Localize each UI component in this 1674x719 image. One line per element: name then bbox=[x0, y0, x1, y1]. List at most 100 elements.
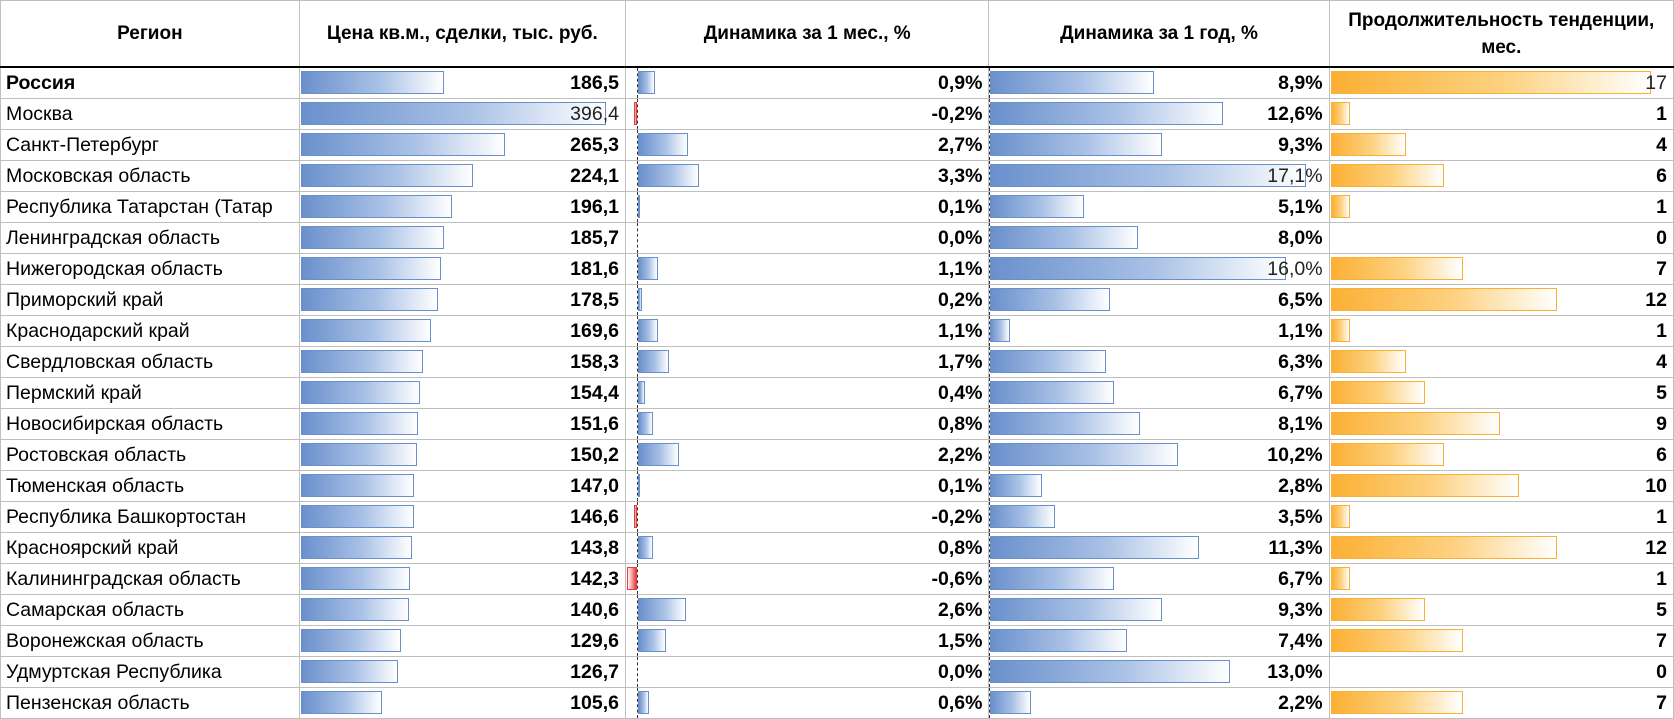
year-change-value: 17,1% bbox=[1267, 165, 1323, 187]
year-axis-line bbox=[989, 161, 991, 191]
header-year-change: Динамика за 1 год, % bbox=[988, 0, 1330, 68]
month-change-cell: 0,1% bbox=[624, 191, 990, 223]
year-change-value: 9,3% bbox=[1278, 134, 1323, 156]
table-row: Россия 186,5 0,9% 8,9% 17 bbox=[0, 66, 1674, 99]
year-change-value: 9,3% bbox=[1278, 599, 1323, 621]
table-row: Красноярский край 143,8 0,8% 11,3% 12 bbox=[0, 532, 1674, 564]
month-axis-line bbox=[636, 502, 638, 532]
month-change-cell: 0,2% bbox=[624, 284, 990, 316]
price-value: 147,0 bbox=[570, 475, 619, 497]
price-value: 196,1 bbox=[570, 196, 619, 218]
price-bar bbox=[300, 71, 444, 94]
year-change-value: 3,5% bbox=[1278, 506, 1323, 528]
trend-duration-value: 12 bbox=[1645, 289, 1667, 311]
price-cell: 150,2 bbox=[298, 439, 626, 471]
region-cell: Свердловская область bbox=[0, 346, 300, 378]
trend-duration-bar bbox=[1330, 567, 1350, 590]
price-value: 151,6 bbox=[570, 413, 619, 435]
region-cell: Ленинградская область bbox=[0, 222, 300, 254]
table-row: Тюменская область 147,0 0,1% 2,8% 10 bbox=[0, 470, 1674, 502]
region-cell: Пензенская область bbox=[0, 687, 300, 719]
price-value: 169,6 bbox=[570, 320, 619, 342]
trend-duration-cell: 12 bbox=[1328, 532, 1674, 564]
trend-duration-bar bbox=[1330, 629, 1463, 652]
year-change-cell: 1,1% bbox=[988, 315, 1330, 347]
month-change-bar bbox=[637, 288, 642, 311]
month-change-cell: 1,1% bbox=[624, 315, 990, 347]
region-cell: Тюменская область bbox=[0, 470, 300, 502]
year-axis-line bbox=[989, 285, 991, 315]
month-change-value: 1,5% bbox=[938, 630, 983, 652]
region-cell: Россия bbox=[0, 66, 300, 99]
month-change-cell: 2,6% bbox=[624, 594, 990, 626]
trend-duration-cell: 6 bbox=[1328, 439, 1674, 471]
table-row: Ростовская область 150,2 2,2% 10,2% 6 bbox=[0, 439, 1674, 471]
month-change-value: 0,9% bbox=[938, 72, 983, 94]
trend-duration-value: 4 bbox=[1656, 134, 1667, 156]
region-cell: Удмуртская Республика bbox=[0, 656, 300, 688]
month-axis-line bbox=[636, 378, 638, 408]
month-axis-line bbox=[636, 130, 638, 160]
price-bar bbox=[300, 691, 382, 714]
year-change-bar bbox=[990, 288, 1111, 311]
month-change-value: 0,6% bbox=[938, 692, 983, 714]
month-change-value: 0,8% bbox=[938, 537, 983, 559]
month-change-bar bbox=[637, 474, 640, 497]
month-axis-line bbox=[636, 626, 638, 656]
trend-duration-value: 4 bbox=[1656, 351, 1667, 373]
month-change-value: 1,1% bbox=[938, 258, 983, 280]
month-change-cell: 0,0% bbox=[624, 222, 990, 254]
region-cell: Республика Татарстан (Татар bbox=[0, 191, 300, 223]
trend-duration-bar bbox=[1330, 319, 1350, 342]
year-change-bar bbox=[990, 133, 1163, 156]
month-axis-line bbox=[636, 409, 638, 439]
year-change-bar bbox=[990, 443, 1179, 466]
year-change-bar bbox=[990, 629, 1128, 652]
price-value: 126,7 bbox=[570, 661, 619, 683]
year-change-bar bbox=[990, 412, 1141, 435]
month-change-cell: 0,8% bbox=[624, 532, 990, 564]
table-row: Новосибирская область 151,6 0,8% 8,1% 9 bbox=[0, 408, 1674, 440]
price-bar bbox=[300, 443, 417, 466]
year-change-bar bbox=[990, 102, 1224, 125]
header-trend-duration: Продолжительность тенденции, мес. bbox=[1328, 0, 1674, 68]
trend-duration-cell: 9 bbox=[1328, 408, 1674, 440]
year-change-bar bbox=[990, 660, 1231, 683]
month-change-cell: 3,3% bbox=[624, 160, 990, 192]
trend-duration-cell: 1 bbox=[1328, 191, 1674, 223]
trend-duration-bar bbox=[1330, 288, 1557, 311]
month-change-cell: 0,9% bbox=[624, 66, 990, 99]
year-axis-line bbox=[989, 99, 991, 129]
month-change-value: 0,8% bbox=[938, 413, 983, 435]
price-bar bbox=[300, 350, 423, 373]
year-axis-line bbox=[989, 564, 991, 594]
table-row: Свердловская область 158,3 1,7% 6,3% 4 bbox=[0, 346, 1674, 378]
price-cell: 151,6 bbox=[298, 408, 626, 440]
year-change-value: 2,8% bbox=[1278, 475, 1323, 497]
year-axis-line bbox=[989, 130, 991, 160]
trend-duration-value: 6 bbox=[1656, 165, 1667, 187]
price-cell: 146,6 bbox=[298, 501, 626, 533]
month-change-cell: -0,2% bbox=[624, 501, 990, 533]
month-change-bar bbox=[637, 350, 669, 373]
month-change-value: -0,2% bbox=[931, 103, 983, 125]
region-cell: Калининградская область bbox=[0, 563, 300, 595]
header-row: Регион Цена кв.м., сделки, тыс. руб. Дин… bbox=[0, 0, 1674, 68]
region-cell: Краснодарский край bbox=[0, 315, 300, 347]
trend-duration-cell: 7 bbox=[1328, 253, 1674, 285]
price-cell: 265,3 bbox=[298, 129, 626, 161]
price-cell: 169,6 bbox=[298, 315, 626, 347]
trend-duration-value: 1 bbox=[1656, 320, 1667, 342]
month-change-cell: 0,6% bbox=[624, 687, 990, 719]
price-bar bbox=[300, 102, 606, 125]
trend-duration-bar bbox=[1330, 133, 1406, 156]
year-change-bar bbox=[990, 598, 1163, 621]
region-cell: Республика Башкортостан bbox=[0, 501, 300, 533]
table-row: Приморский край 178,5 0,2% 6,5% 12 bbox=[0, 284, 1674, 316]
year-change-cell: 17,1% bbox=[988, 160, 1330, 192]
price-bar bbox=[300, 288, 438, 311]
price-value: 158,3 bbox=[570, 351, 619, 373]
price-cell: 147,0 bbox=[298, 470, 626, 502]
price-bar bbox=[300, 660, 398, 683]
